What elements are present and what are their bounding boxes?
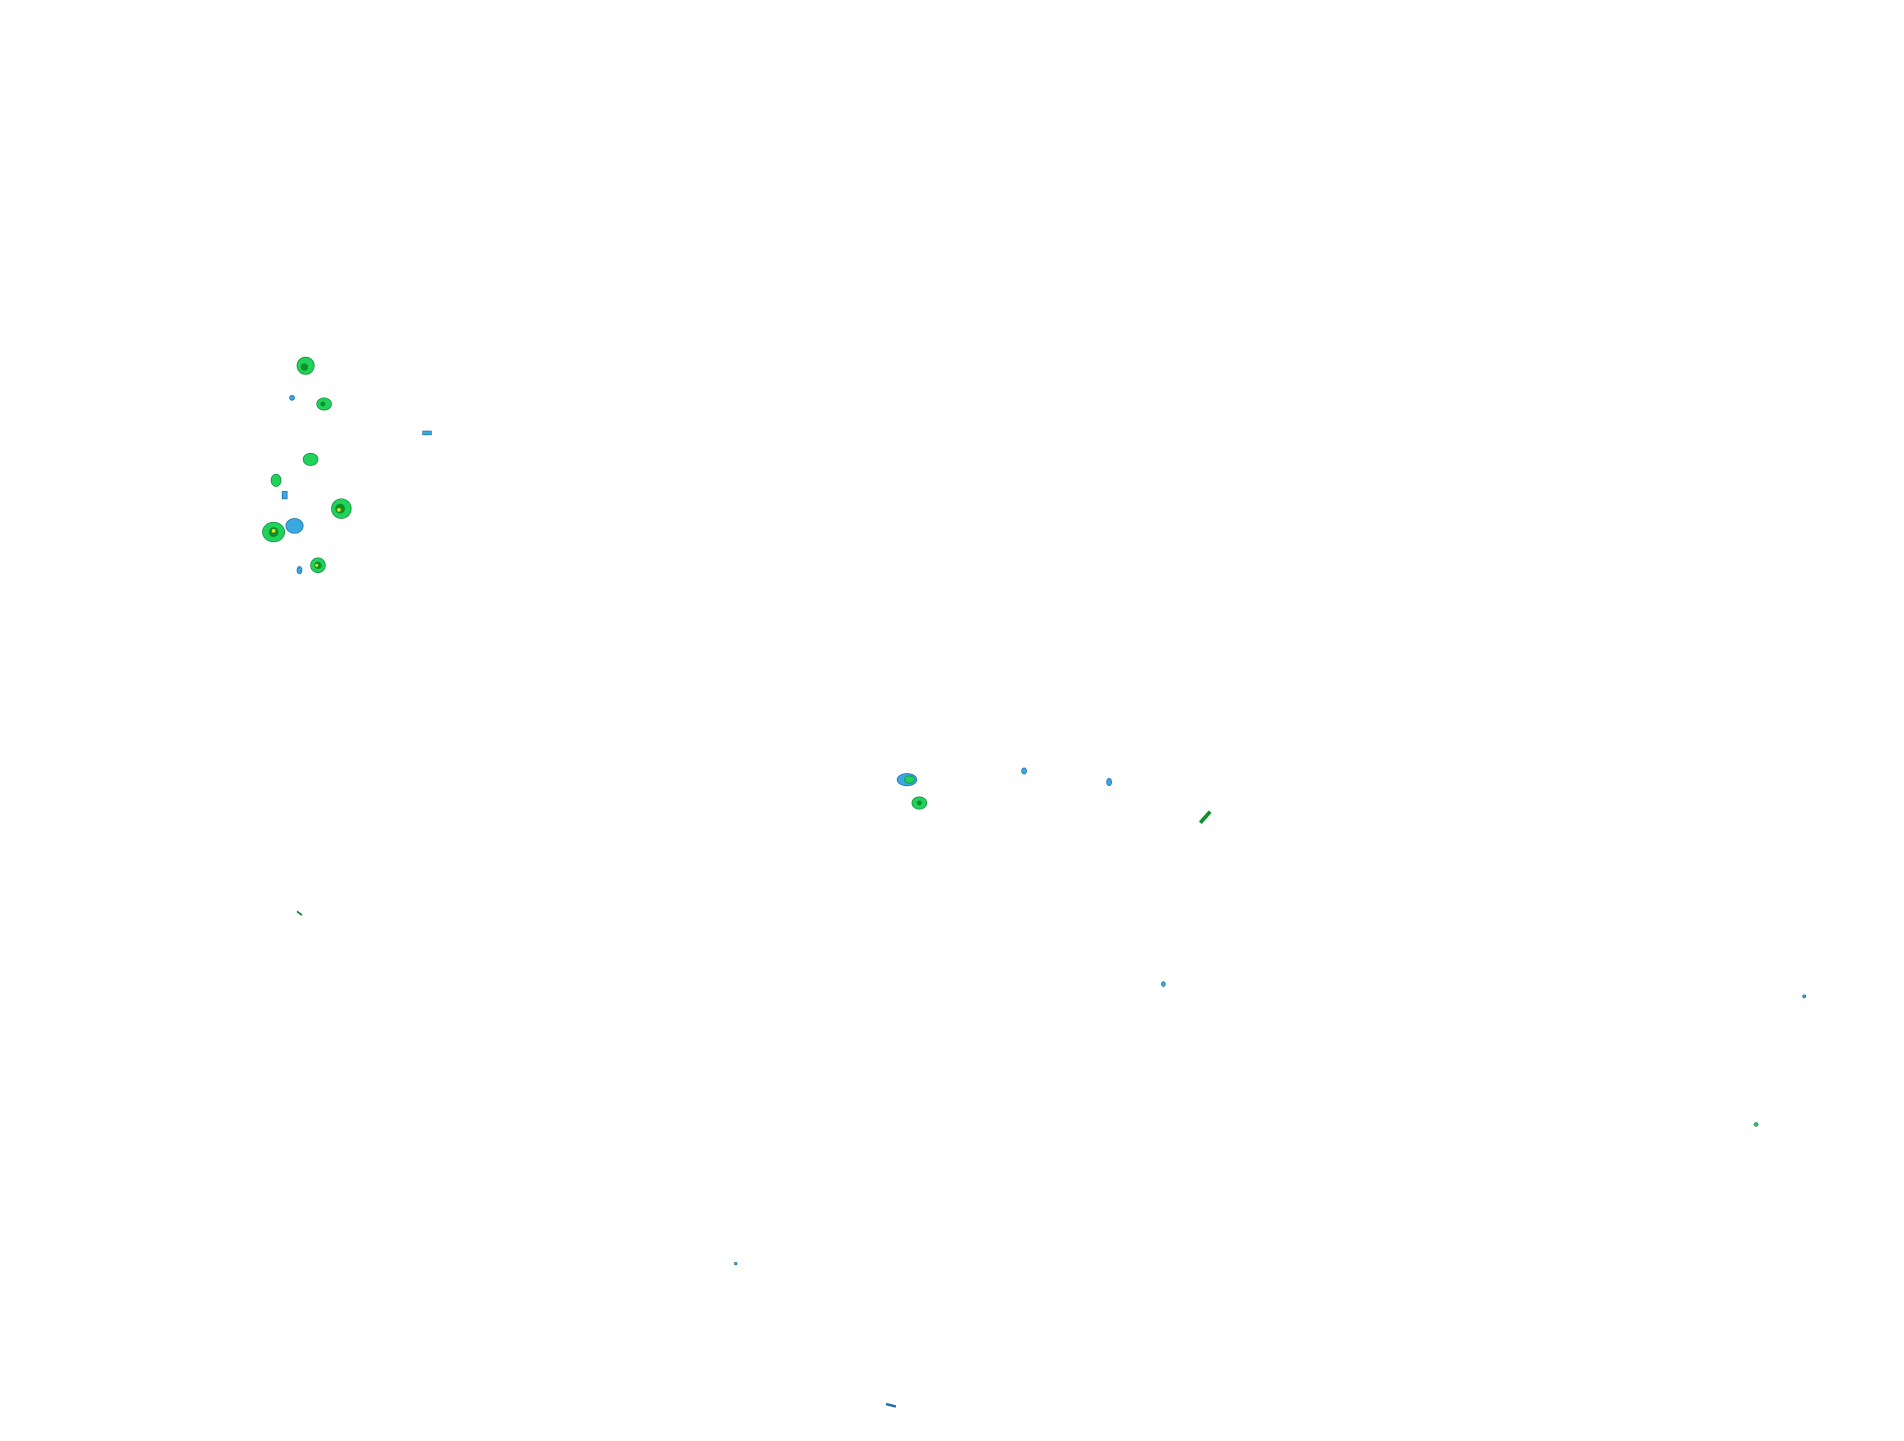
cell	[885, 1402, 897, 1408]
cell	[296, 910, 303, 916]
cell	[296, 356, 315, 375]
cell	[1802, 994, 1807, 999]
cell	[1161, 981, 1166, 987]
cell	[310, 557, 326, 574]
cell	[316, 397, 332, 411]
cell	[281, 491, 288, 500]
cell	[1106, 778, 1112, 787]
cell	[1198, 810, 1212, 824]
cell	[1753, 1122, 1759, 1127]
cell	[1021, 767, 1027, 775]
cell	[896, 773, 918, 787]
cell	[262, 521, 286, 543]
cell	[422, 430, 432, 436]
cell	[331, 498, 352, 519]
precipitation-cells	[262, 356, 1807, 1408]
cell	[911, 796, 928, 810]
cell	[734, 1262, 738, 1266]
cell	[302, 452, 319, 466]
cell	[289, 394, 295, 401]
cell	[285, 518, 304, 534]
cell	[270, 473, 282, 487]
cell	[296, 566, 303, 575]
